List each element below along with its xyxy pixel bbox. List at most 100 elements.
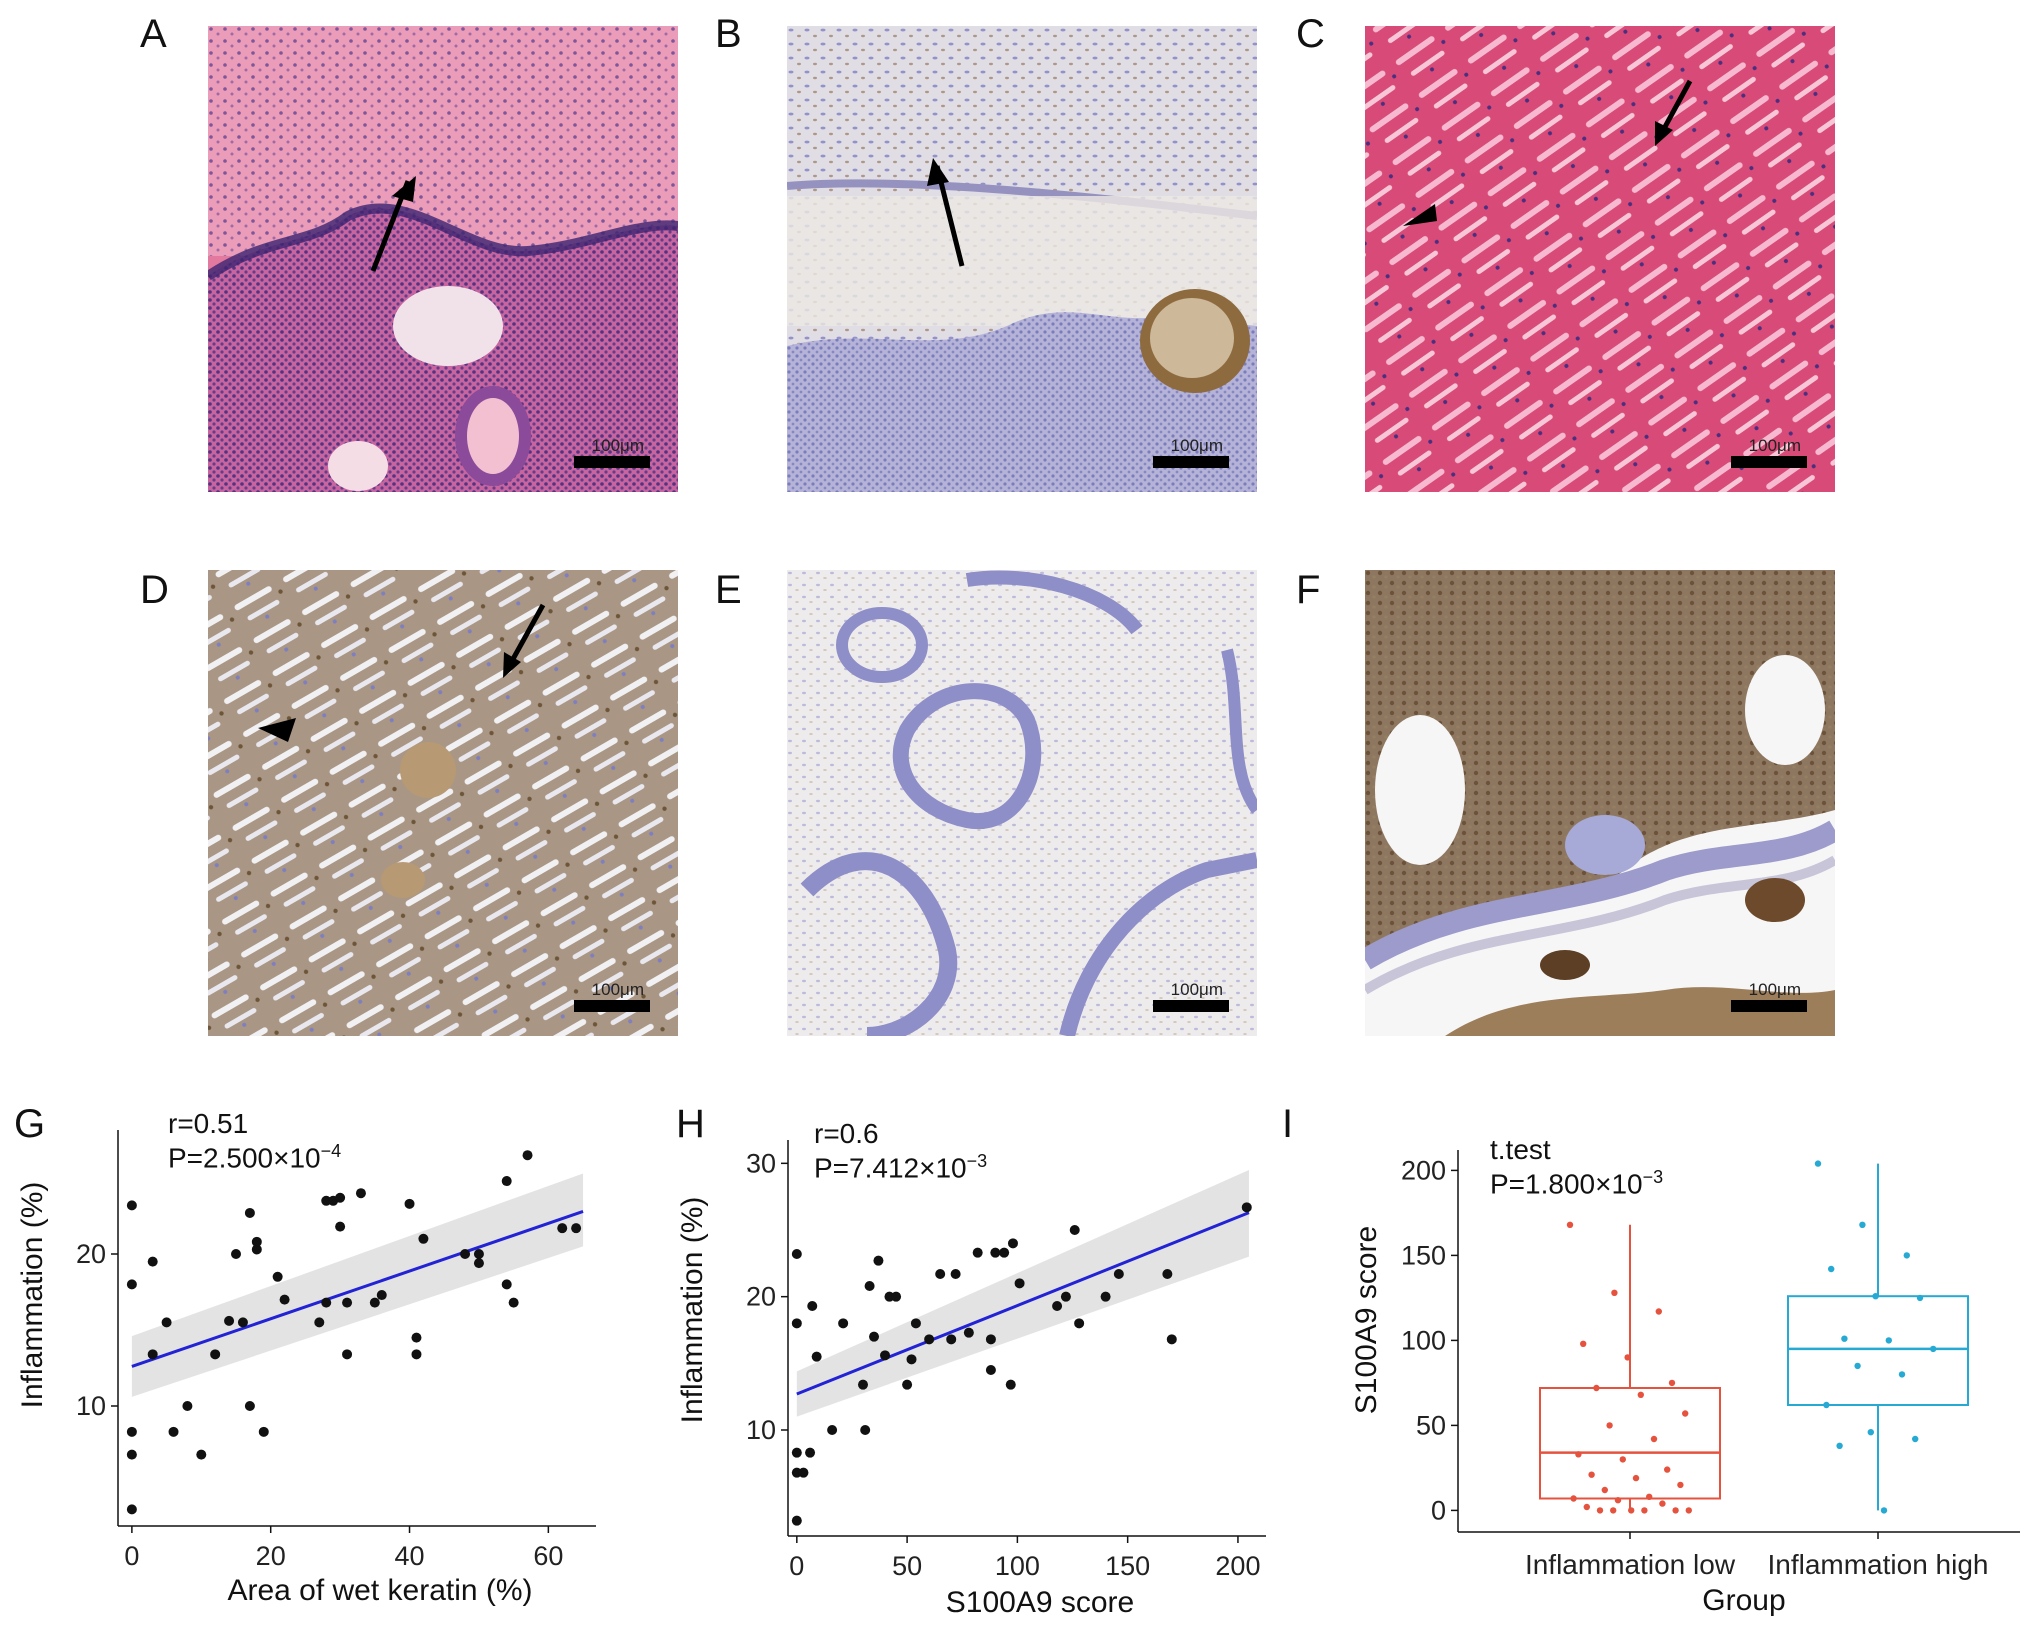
chart-g-point [460,1249,471,1259]
chart-h-confidence-band [796,1170,1249,1417]
scale-bar-a [574,456,650,468]
scale-label-e: 100μm [1170,980,1223,999]
chart-h-annotation-r: r=0.6 [814,1118,879,1149]
panel-letter-i: I [1282,1102,1294,1146]
chart-i-point [1898,1371,1906,1378]
chart-i-y-tick-label: 150 [1401,1240,1446,1270]
chart-h-y-tick-label: 10 [746,1415,776,1445]
chart-g-annotation-r: r=0.51 [168,1108,249,1139]
panel-letter-e: E [715,568,742,612]
chart-g-point [224,1315,235,1326]
chart-i-point [1632,1474,1640,1482]
scale-bar-f [1731,1000,1807,1012]
chart-h-point [811,1351,822,1362]
chart-i-y-tick-label: 200 [1401,1155,1446,1185]
chart-g-point [411,1332,422,1343]
chart-i-point [1588,1471,1595,1478]
chart-g-point [376,1290,387,1301]
chart-g-point [321,1195,332,1206]
chart-i-point [1606,1422,1613,1429]
chart-g-point [508,1297,519,1308]
chart-i-point [1823,1401,1830,1409]
scale-label-a: 100μm [591,436,644,455]
chart-i-point [1575,1451,1582,1458]
scale-bar-e [1153,1000,1229,1012]
chart-g-x-tick-label: 20 [256,1541,286,1571]
chart-g-point [251,1244,262,1255]
chart-i-point [1646,1493,1653,1500]
chart-h-point [1100,1291,1111,1302]
chart-h-point [805,1447,816,1458]
chart-i-point [1841,1335,1848,1342]
chart-g-point [126,1426,137,1437]
chart-h-point [864,1281,875,1291]
chart-g-point [418,1233,429,1244]
panel-letter-f: F [1296,568,1321,612]
chart-h-point [946,1334,957,1345]
chart-i-point [1867,1429,1874,1436]
chart-g-point [147,1349,158,1360]
chart-h-point [798,1467,809,1478]
chart-i-point [1583,1503,1590,1511]
panel-letter-c: C [1296,12,1325,56]
chart-g-regression-line [131,1210,584,1368]
panel-letter-a: A [140,12,167,56]
chart-h-point [1014,1278,1025,1289]
chart-g-x-tick-label: 60 [533,1541,563,1571]
chart-i-point [1854,1362,1861,1370]
chart-g-point [272,1271,283,1282]
chart-g-point [126,1504,137,1515]
chart-g-point [571,1223,582,1234]
chart-i-point [1596,1507,1604,1514]
chart-g-annotation-p-exp: −4 [320,1141,342,1161]
chart-h-x-tick-label: 200 [1215,1551,1260,1581]
chart-h-point [1069,1225,1080,1235]
scale-label-c: 100μm [1748,436,1801,455]
panel-letter-b: B [715,12,742,56]
chart-h-annotation-p: P=7.412×10−3 [814,1152,987,1182]
chart-i-point [1637,1391,1644,1398]
chart-g-point [321,1297,332,1308]
chart-i-point [1885,1337,1892,1344]
chart-i-point [1682,1410,1689,1417]
chart-h-point [985,1365,996,1375]
chart-g-point [522,1150,533,1161]
chart-g-point [147,1256,158,1267]
scale-label-d: 100μm [591,980,644,999]
chart-i-point [1836,1442,1843,1449]
chart-i-point [1814,1160,1822,1167]
chart-i-point [1610,1507,1617,1514]
scale-bar-d [574,1000,650,1012]
chart-g-point [557,1223,568,1234]
panel-letter-h: H [676,1102,705,1146]
chart-h-x-tick-label: 50 [892,1551,922,1581]
chart-i-point [1930,1345,1937,1353]
chart-h-point [873,1255,884,1266]
chart-h-point [985,1334,996,1345]
panel-letter-d: D [140,568,169,612]
chart-g-y-tick-label: 10 [76,1391,106,1421]
chart-i-point [1624,1354,1631,1361]
chart-g-point [210,1349,221,1360]
chart-g-annotation-p: P=2.500×10−4 [168,1142,341,1172]
chart-h-point [791,1515,802,1526]
chart-h-point [891,1291,902,1302]
chart-h-point [1052,1301,1063,1311]
chart-g-point [473,1258,484,1269]
chart-i-point [1668,1379,1676,1387]
chart-h-y-tick-label: 20 [746,1282,776,1312]
scale-label-b: 100μm [1170,436,1223,455]
chart-h-point [1113,1269,1124,1279]
chart-h-x-tick-label: 0 [789,1551,804,1581]
chart-i-point [1566,1221,1574,1228]
chart-g-point [314,1317,325,1328]
chart-h-point [1162,1269,1173,1279]
chart-g-point [473,1249,484,1259]
chart-g-point [404,1198,415,1209]
panel-letter-g: G [14,1102,46,1146]
chart-h-point [791,1447,802,1458]
chart-i-point [1912,1435,1919,1443]
chart-h-point [972,1247,983,1258]
chart-i-point [1601,1486,1608,1494]
chart-h-regression-line [796,1211,1250,1396]
